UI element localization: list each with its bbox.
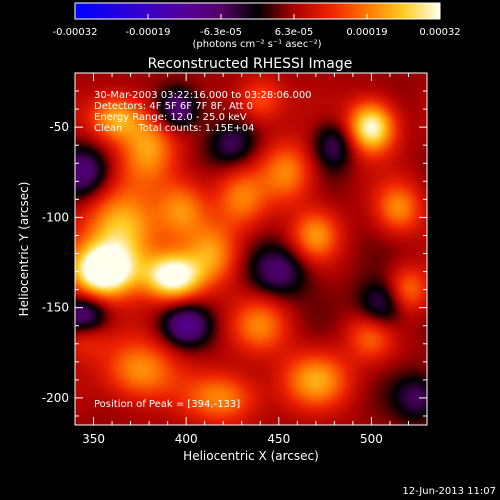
colorbar-gradient [74, 2, 441, 20]
annotation-line: Clean Total counts: 1.15E+04 [94, 123, 254, 134]
axis-ticks: 350 400 450 500 -50 -100 -150 -200 [42, 72, 428, 446]
x-tick-label: 400 [175, 432, 198, 446]
y-axis-label: Heliocentric Y (arcsec) [17, 182, 31, 317]
chart-title: Reconstructed RHESSI Image [148, 56, 353, 72]
annotation-line: Energy Range: 12.0 - 25.0 keV [94, 112, 247, 123]
annotation-line: 30-Mar-2003 03:22:16.000 to 03:28:06.000 [94, 90, 312, 101]
x-tick-label: 500 [360, 432, 383, 446]
y-tick-label: -200 [42, 391, 69, 405]
y-tick-label: -150 [42, 301, 69, 315]
colorbar: -0.00032 -0.00019 -6.3e-05 6.3e-05 0.00019 0.… [53, 2, 461, 50]
colorbar-ticks: -0.00032 -0.00019 -6.3e-05 6.3e-05 0.00019 0.… [53, 14, 461, 38]
colorbar-tick-label: 0.00019 [346, 27, 387, 38]
colorbar-tick-label: -6.3e-05 [200, 27, 242, 38]
generation-date: 12-Jun-2013 11:07 [402, 486, 496, 497]
x-axis-label: Heliocentric X (arcsec) [183, 449, 319, 463]
annotation-line: Detectors: 4F 5F 6F 7F 8F, Att 0 [94, 101, 253, 112]
colorbar-tick-label: 6.3e-05 [275, 27, 313, 38]
colorbar-tick-label: -0.00032 [53, 27, 98, 38]
y-tick-label: -100 [42, 210, 69, 224]
y-tick-label: -50 [49, 120, 69, 134]
colorbar-unit: (photons cm⁻² s⁻¹ asec⁻²) [192, 39, 321, 50]
x-tick-label: 350 [82, 432, 105, 446]
peak-position-label: Position of Peak = [394,-133] [94, 399, 240, 410]
annotation-block: 30-Mar-2003 03:22:16.000 to 03:28:06.000… [94, 90, 312, 134]
colorbar-tick-label: 0.00032 [419, 27, 460, 38]
x-tick-label: 450 [267, 432, 290, 446]
plot-frame [74, 72, 428, 426]
colorbar-tick-label: -0.00019 [126, 27, 171, 38]
plot-area: 350 400 450 500 -50 -100 -150 -200 [42, 72, 428, 446]
heatmap-image [75, 73, 427, 425]
